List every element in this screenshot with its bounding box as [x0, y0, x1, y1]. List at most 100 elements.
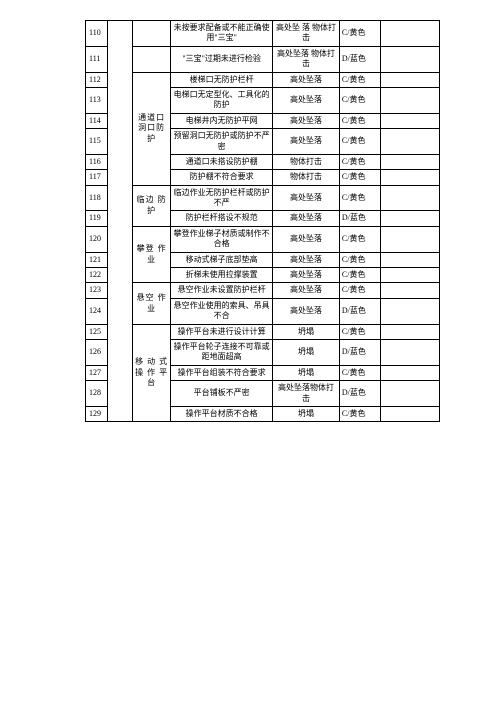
description-cell: 移动式梯子底部垫高 [170, 252, 272, 267]
hazard-cell: 高处坠落 [273, 185, 340, 211]
description-cell: 防护栏杆搭设不规范 [170, 211, 272, 226]
row-index: 126 [86, 339, 108, 365]
row-index: 116 [86, 154, 108, 169]
hazard-cell: 高处坠落物体打击 [273, 381, 340, 407]
row-index: 115 [86, 129, 108, 155]
level-cell: C/黄色 [339, 283, 380, 298]
empty-cell [380, 283, 439, 298]
level-cell: C/黄色 [339, 406, 380, 421]
hazard-cell: 高处坠落 [273, 268, 340, 283]
table-row: 125移 动 式操 作 平台操作平台未进行设计计算坍塌C/黄色 [86, 324, 440, 339]
category-cell: 悬空 作业 [133, 283, 171, 324]
blank-column [107, 21, 133, 422]
row-index: 117 [86, 170, 108, 185]
table-row: 118临边 防护临边作业无防护栏杆或防护不严高处坠落C/黄色 [86, 185, 440, 211]
empty-cell [380, 252, 439, 267]
description-cell: 平台铺板不严密 [170, 381, 272, 407]
empty-cell [380, 46, 439, 72]
row-index: 127 [86, 365, 108, 380]
table-row: 112通道口洞口防护楼梯口无防护栏杆高处坠落C/黄色 [86, 72, 440, 87]
description-cell: "三宝"过期未进行检验 [170, 46, 272, 72]
row-index: 113 [86, 87, 108, 113]
level-cell: C/黄色 [339, 72, 380, 87]
category-cell [133, 21, 171, 47]
description-cell: 通道口未搭设防护棚 [170, 154, 272, 169]
hazard-cell: 高处坠落 [273, 252, 340, 267]
level-cell: C/黄色 [339, 226, 380, 252]
description-cell: 操作平台轮子连接不可靠或距地面超高 [170, 339, 272, 365]
empty-cell [380, 211, 439, 226]
hazard-cell: 高处坠落 [273, 298, 340, 324]
level-cell: D/蓝色 [339, 211, 380, 226]
row-index: 125 [86, 324, 108, 339]
description-cell: 电梯井内无防护平网 [170, 113, 272, 128]
description-cell: 未按要求配备或不能正确使用"三宝" [170, 21, 272, 47]
empty-cell [380, 154, 439, 169]
category-cell: 攀登 作业 [133, 226, 171, 283]
level-cell: D/蓝色 [339, 339, 380, 365]
row-index: 122 [86, 268, 108, 283]
description-cell: 攀登作业梯子材质或制作不合格 [170, 226, 272, 252]
description-cell: 悬空作业未设置防护栏杆 [170, 283, 272, 298]
row-index: 123 [86, 283, 108, 298]
hazard-cell: 物体打击 [273, 154, 340, 169]
row-index: 118 [86, 185, 108, 211]
level-cell: C/黄色 [339, 170, 380, 185]
table-row: 111"三宝"过期未进行检验高处坠落 物体打击D/蓝色 [86, 46, 440, 72]
category-cell: 临边 防护 [133, 185, 171, 226]
empty-cell [380, 226, 439, 252]
empty-cell [380, 21, 439, 47]
table-body: 110未按要求配备或不能正确使用"三宝"高处坠 落 物体打击C/黄色111"三宝… [86, 21, 440, 422]
empty-cell [380, 324, 439, 339]
empty-cell [380, 185, 439, 211]
category-cell: 移 动 式操 作 平台 [133, 324, 171, 422]
row-index: 114 [86, 113, 108, 128]
empty-cell [380, 365, 439, 380]
description-cell: 折梯未使用拉撑装置 [170, 268, 272, 283]
level-cell: C/黄色 [339, 268, 380, 283]
empty-cell [380, 87, 439, 113]
level-cell: C/黄色 [339, 21, 380, 47]
description-cell: 电梯口无定型化、工具化的防护 [170, 87, 272, 113]
hazard-cell: 高处坠落 [273, 72, 340, 87]
hazard-cell: 高处坠落 [273, 87, 340, 113]
table-row: 120攀登 作业攀登作业梯子材质或制作不合格高处坠落C/黄色 [86, 226, 440, 252]
row-index: 129 [86, 406, 108, 421]
description-cell: 操作平台未进行设计计算 [170, 324, 272, 339]
category-cell: 通道口洞口防护 [133, 72, 171, 185]
empty-cell [380, 268, 439, 283]
level-cell: C/黄色 [339, 129, 380, 155]
hazard-cell: 物体打击 [273, 170, 340, 185]
level-cell: D/蓝色 [339, 46, 380, 72]
empty-cell [380, 113, 439, 128]
row-index: 121 [86, 252, 108, 267]
row-index: 110 [86, 21, 108, 47]
category-cell [133, 46, 171, 72]
level-cell: C/黄色 [339, 113, 380, 128]
hazard-cell: 坍塌 [273, 365, 340, 380]
row-index: 111 [86, 46, 108, 72]
level-cell: C/黄色 [339, 365, 380, 380]
empty-cell [380, 339, 439, 365]
description-cell: 操作平台材质不合格 [170, 406, 272, 421]
level-cell: C/黄色 [339, 324, 380, 339]
row-index: 120 [86, 226, 108, 252]
row-index: 128 [86, 381, 108, 407]
row-index: 124 [86, 298, 108, 324]
hazard-cell: 高处坠落 [273, 129, 340, 155]
level-cell: C/黄色 [339, 87, 380, 113]
hazard-cell: 高处坠落 [273, 211, 340, 226]
hazard-cell: 高处坠 落 物体打击 [273, 21, 340, 47]
description-cell: 预留洞口无防护或防护不严密 [170, 129, 272, 155]
row-index: 119 [86, 211, 108, 226]
level-cell: C/黄色 [339, 252, 380, 267]
description-cell: 悬空作业使用的索具、吊具不合 [170, 298, 272, 324]
hazard-cell: 高处坠落 [273, 113, 340, 128]
hazard-cell: 坍塌 [273, 339, 340, 365]
description-cell: 防护棚不符合要求 [170, 170, 272, 185]
safety-table: 110未按要求配备或不能正确使用"三宝"高处坠 落 物体打击C/黄色111"三宝… [85, 20, 440, 422]
hazard-cell: 高处坠落 [273, 283, 340, 298]
level-cell: D/蓝色 [339, 381, 380, 407]
empty-cell [380, 72, 439, 87]
empty-cell [380, 170, 439, 185]
